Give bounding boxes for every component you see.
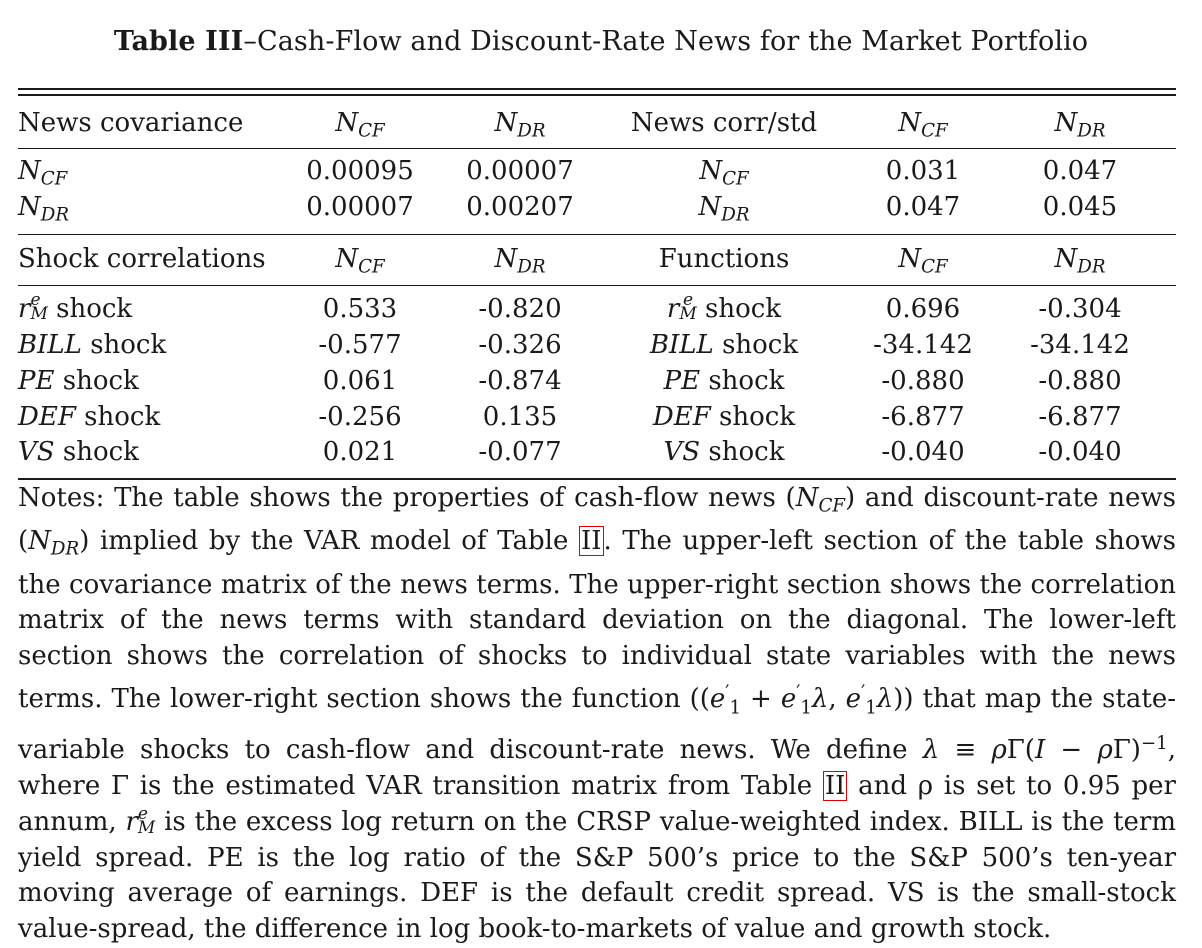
cell-value: 0.061	[322, 366, 398, 396]
header-ndr: NDR	[1054, 108, 1106, 142]
cell-value: -0.256	[318, 402, 402, 432]
table-title: –Cash-Flow and Discount-Rate News for th…	[243, 26, 1089, 57]
table-ii-link[interactable]: II	[578, 526, 604, 557]
row-label-ncf: NCF	[699, 156, 749, 190]
cell-value: -34.142	[1030, 330, 1130, 360]
cell-value: 0.021	[322, 437, 398, 467]
cell-value: -0.577	[318, 330, 402, 360]
header-row-2: Shock correlations NCF NDR Functions NCF…	[0, 244, 1202, 278]
top-rule-2	[18, 94, 1176, 96]
cell-value: -0.326	[478, 330, 562, 360]
cell-value: 0.696	[885, 294, 961, 324]
row-label-pe-shock: PE shock	[663, 366, 785, 396]
cell-value: 0.00007	[306, 192, 414, 222]
table-row-vs: VS shock 0.021 -0.077 VS shock -0.040 -0…	[0, 437, 1202, 471]
header-row-1: News covariance NCF NDR News corr/std NC…	[0, 108, 1202, 142]
bottom-rule	[18, 478, 1176, 480]
cell-value: -0.880	[881, 366, 965, 396]
row-label-def-shock: DEF shock	[18, 402, 161, 432]
header-ncf: NCF	[898, 244, 948, 278]
header-rule-1	[18, 148, 1176, 149]
cell-value: -6.877	[1038, 402, 1122, 432]
cell-value: 0.533	[322, 294, 398, 324]
row-label-vs-shock: VS shock	[18, 437, 139, 467]
header-news-covariance: News covariance	[18, 108, 244, 138]
row-label-ncf: NCF	[18, 156, 68, 190]
header-ndr: NDR	[494, 108, 546, 142]
top-rule-1	[18, 88, 1176, 90]
cell-value: -34.142	[873, 330, 973, 360]
table-notes: Notes: The table shows the properties of…	[18, 483, 1176, 945]
header-rule-2	[18, 285, 1176, 286]
table-label: Table III	[113, 26, 244, 57]
section-rule	[18, 234, 1176, 235]
cell-value: 0.00207	[466, 192, 574, 222]
table-ii-link[interactable]: II	[822, 771, 848, 802]
cell-value: 0.00007	[466, 156, 574, 186]
header-ndr: NDR	[494, 244, 546, 278]
table-row-pe: PE shock 0.061 -0.874 PE shock -0.880 -0…	[0, 366, 1202, 400]
cell-value: -0.820	[478, 294, 562, 324]
header-ncf: NCF	[335, 244, 385, 278]
row-label-bill-shock: BILL shock	[18, 330, 167, 360]
row-label-pe-shock: PE shock	[18, 366, 139, 396]
row-label-vs-shock: VS shock	[663, 437, 785, 467]
cell-value: -0.040	[1038, 437, 1122, 467]
table-row-ndr: NDR 0.00007 0.00207 NDR 0.047 0.045	[0, 192, 1202, 226]
header-shock-correlations: Shock correlations	[18, 244, 266, 274]
cell-value: 0.135	[482, 402, 558, 432]
cell-value: 0.045	[1042, 192, 1118, 222]
cell-value: 0.031	[885, 156, 961, 186]
header-ncf: NCF	[335, 108, 385, 142]
cell-value: 0.047	[1042, 156, 1118, 186]
cell-value: -0.077	[478, 437, 562, 467]
row-label-ndr: NDR	[698, 192, 750, 226]
cell-value: -0.874	[478, 366, 562, 396]
cell-value: -0.304	[1038, 294, 1122, 324]
cell-value: 0.047	[885, 192, 961, 222]
row-label-bill-shock: BILL shock	[649, 330, 799, 360]
cell-value: -6.877	[881, 402, 965, 432]
table-page: Table III–Cash-Flow and Discount-Rate Ne…	[0, 26, 1202, 944]
cell-value: 0.00095	[306, 156, 414, 186]
row-label-def-shock: DEF shock	[652, 402, 796, 432]
cell-value: -0.880	[1038, 366, 1122, 396]
header-functions: Functions	[658, 244, 790, 274]
header-ncf: NCF	[898, 108, 948, 142]
table-row-def: DEF shock -0.256 0.135 DEF shock -6.877 …	[0, 402, 1202, 436]
table-row-bill: BILL shock -0.577 -0.326 BILL shock -34.…	[0, 330, 1202, 364]
table-row-ncf: NCF 0.00095 0.00007 NCF 0.031 0.047	[0, 156, 1202, 190]
table-caption: Table III–Cash-Flow and Discount-Rate Ne…	[0, 26, 1202, 57]
header-ndr: NDR	[1054, 244, 1106, 278]
cell-value: -0.040	[881, 437, 965, 467]
row-label-ndr: NDR	[18, 192, 70, 226]
header-news-corr-std: News corr/std	[630, 108, 818, 138]
